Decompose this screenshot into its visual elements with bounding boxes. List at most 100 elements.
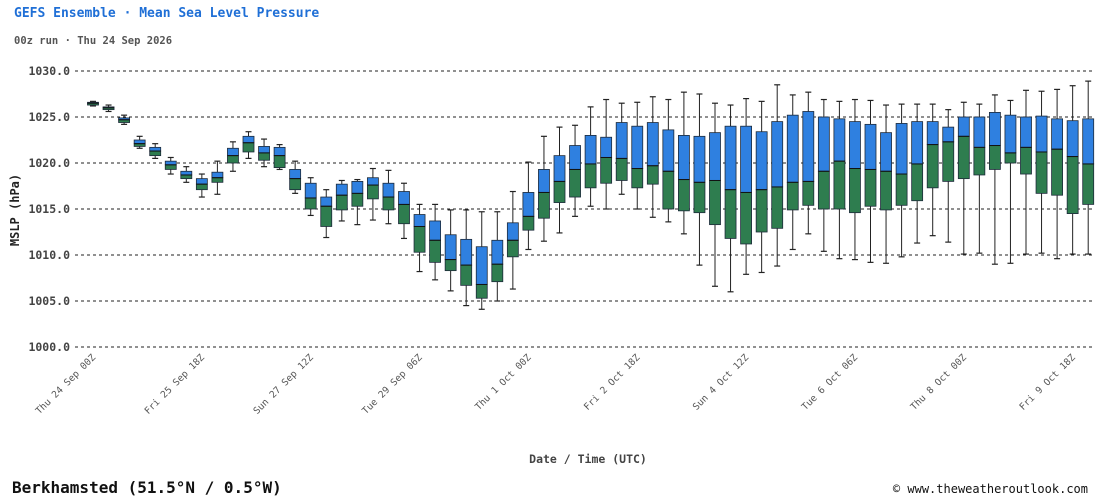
box-upper <box>631 125 644 169</box>
box-lower <box>1066 156 1079 214</box>
box-upper <box>164 160 177 166</box>
y-tick-label: 1030.0 <box>28 64 70 78</box>
box-upper <box>724 125 737 191</box>
box-lower <box>911 163 924 202</box>
box-lower <box>1004 152 1017 164</box>
box-item <box>584 106 597 207</box>
box-upper <box>538 169 550 193</box>
box-item <box>475 211 488 310</box>
box-item <box>771 84 784 267</box>
box-upper <box>242 135 255 144</box>
box-upper <box>1035 115 1048 153</box>
y-tick-label: 1000.0 <box>28 340 70 354</box>
box-upper <box>351 180 364 194</box>
box-item <box>693 93 706 266</box>
box-lower <box>413 226 426 253</box>
box-lower <box>366 184 379 200</box>
box-lower <box>1082 163 1095 205</box>
box-item <box>366 167 379 221</box>
box-item <box>849 98 861 261</box>
box-item <box>957 101 970 255</box>
grid-lines <box>75 70 1093 348</box>
box-item <box>864 99 877 263</box>
box-upper <box>989 112 1001 146</box>
box-lower <box>864 169 877 207</box>
box-upper <box>475 246 488 285</box>
box-upper <box>522 192 535 217</box>
box-item <box>880 104 892 264</box>
box-lower <box>227 155 239 164</box>
box-upper <box>553 155 566 182</box>
box-upper <box>382 182 395 198</box>
box-lower <box>398 203 410 225</box>
box-upper <box>802 111 815 182</box>
box-lower <box>724 189 737 239</box>
box-item <box>709 102 721 287</box>
x-tick-label: Tue 29 Sep 06Z <box>360 352 425 417</box>
box-lower <box>942 141 955 182</box>
box-lower <box>273 155 286 168</box>
box-item <box>1082 80 1095 255</box>
x-tick-label: Sun 27 Sep 12Z <box>251 352 316 417</box>
box-upper <box>1051 118 1063 150</box>
box-lower <box>460 264 473 286</box>
box-item <box>320 189 333 239</box>
box-item <box>460 209 473 307</box>
x-tick-label: Fri 9 Oct 18Z <box>1017 352 1078 413</box>
box-upper <box>460 238 473 266</box>
box-item <box>1066 85 1079 255</box>
box-item <box>118 114 130 125</box>
box-item <box>304 177 317 217</box>
box-lower <box>833 160 846 210</box>
box-item <box>491 211 504 302</box>
y-tick-label: 1010.0 <box>28 248 70 262</box>
box-lower <box>538 192 550 219</box>
box-item <box>833 100 846 260</box>
box-item <box>429 203 442 281</box>
box-upper <box>1082 118 1095 165</box>
y-tick-label: 1015.0 <box>28 202 70 216</box>
box-upper <box>646 122 659 167</box>
box-item <box>398 182 410 240</box>
box-upper <box>491 239 504 265</box>
box-lower <box>429 239 442 263</box>
box-lower <box>849 168 861 214</box>
box-item <box>973 103 986 254</box>
box-upper <box>211 171 224 179</box>
box-lower <box>164 164 177 170</box>
box-lower <box>180 174 193 180</box>
box-upper <box>864 123 877 170</box>
y-axis-label: MSLP (hPa) <box>8 174 22 246</box>
x-tick-label: Thu 1 Oct 00Z <box>473 352 534 413</box>
box-item <box>662 98 675 223</box>
box-item <box>1035 90 1048 254</box>
x-tick-label: Tue 6 Oct 06Z <box>800 352 861 413</box>
box-upper <box>1020 116 1032 148</box>
box-item <box>102 104 115 113</box>
box-item <box>538 135 550 242</box>
box-item <box>164 156 177 175</box>
box-item <box>569 124 581 217</box>
box-item <box>258 138 270 168</box>
box-lower <box>662 170 675 210</box>
box-item <box>631 101 644 210</box>
box-lower <box>771 186 784 229</box>
box-item <box>195 173 208 198</box>
box-lower <box>631 168 644 189</box>
box-upper <box>755 131 768 191</box>
box-item <box>553 126 566 234</box>
box-item <box>802 91 815 235</box>
box-item <box>926 103 939 237</box>
box-upper <box>942 126 955 143</box>
box-item <box>211 160 224 195</box>
box-upper <box>849 121 861 169</box>
box-upper <box>366 177 379 186</box>
box-upper <box>662 129 675 172</box>
box-item <box>87 100 99 107</box>
box-item <box>180 166 193 183</box>
box-upper <box>786 114 799 183</box>
box-upper <box>817 116 830 172</box>
chart-title: GEFS Ensemble · Mean Sea Level Pressure <box>14 6 320 21</box>
box-upper <box>957 116 970 137</box>
box-upper <box>693 135 706 183</box>
